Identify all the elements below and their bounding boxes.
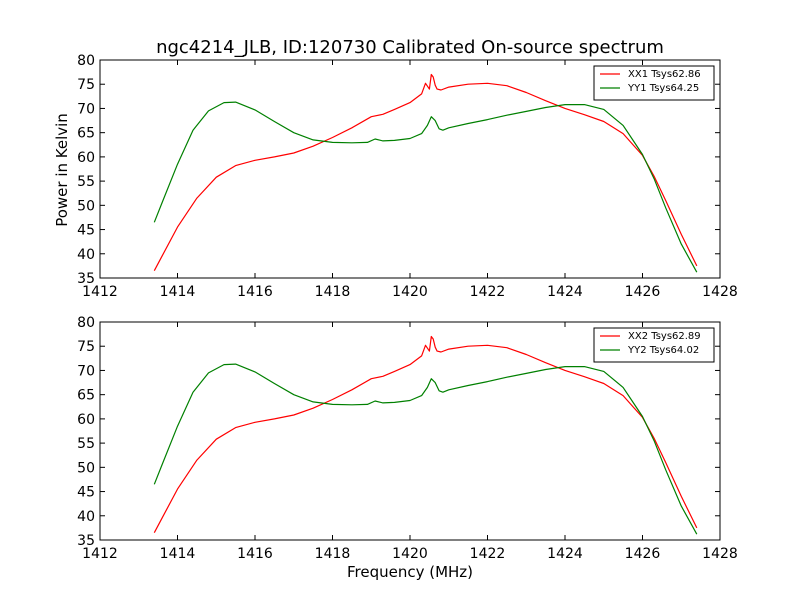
y-tick-label: 60 — [77, 412, 95, 428]
x-tick-label: 1420 — [392, 284, 428, 300]
x-tick-label: 1422 — [470, 546, 506, 562]
plots-group: 1412 1414 1416 1418 1420 1422 1424 1426 1428 35 40… — [77, 53, 738, 562]
y-tick-label: 55 — [77, 436, 95, 452]
x-tick-label: 1418 — [315, 546, 351, 562]
y-tick-label: 80 — [77, 53, 95, 69]
y-tick-label: 65 — [77, 388, 95, 404]
x-tick-label: 1412 — [82, 546, 118, 562]
x-tick-label: 1428 — [702, 546, 738, 562]
x-tick-label: 1414 — [160, 546, 196, 562]
y-tick-label: 50 — [77, 460, 95, 476]
x-tick-label: 1424 — [547, 546, 583, 562]
legend-box — [593, 327, 715, 363]
y-tick-label: 70 — [77, 101, 95, 117]
legend-box — [593, 65, 715, 101]
x-tick-label: 1422 — [470, 284, 506, 300]
figure-title: ngc4214_JLB, ID:120730 Calibrated On-sou… — [156, 37, 664, 58]
x-tick-label: 1424 — [547, 284, 583, 300]
y-tick-label: 60 — [77, 150, 95, 166]
x-tick-label: 1412 — [82, 284, 118, 300]
plot-panel-1: 1412 1414 1416 1418 1420 1422 1424 1426 1428 35 40… — [77, 53, 738, 300]
y-tick-label: 45 — [77, 485, 95, 501]
plot-panel-2: 1412 1414 1416 1418 1420 1422 1424 1426 1428 35 40… — [77, 315, 738, 562]
x-axis-title: Frequency (MHz) — [347, 563, 473, 581]
legend: XX1 Tsys62.86 YY1 Tsys64.25 — [593, 65, 715, 101]
x-tick-label: 1420 — [392, 546, 428, 562]
series-line-xx-2 — [153, 335, 698, 533]
legend-entry: YY2 Tsys64.02 — [627, 345, 699, 356]
series-line-yy-2 — [153, 363, 698, 535]
x-tick-label: 1428 — [702, 284, 738, 300]
series-line-xx-1 — [153, 73, 698, 271]
y-axis-title: Power in Kelvin — [53, 113, 71, 227]
y-tick-label: 40 — [77, 247, 95, 263]
y-tick-label: 55 — [77, 174, 95, 190]
y-tick-label: 75 — [77, 339, 95, 355]
y-tick-label: 50 — [77, 198, 95, 214]
y-tick-label: 65 — [77, 126, 95, 142]
y-tick-label: 80 — [77, 315, 95, 331]
legend: XX2 Tsys62.89 YY2 Tsys64.02 — [593, 327, 715, 363]
y-tick-label: 35 — [77, 271, 95, 287]
y-tick-label: 35 — [77, 533, 95, 549]
series-line-yy-1 — [153, 101, 698, 273]
x-tick-label: 1416 — [237, 284, 273, 300]
x-tick-label: 1426 — [625, 284, 661, 300]
y-tick-label: 70 — [77, 363, 95, 379]
x-tick-label: 1426 — [625, 546, 661, 562]
legend-entry: YY1 Tsys64.25 — [627, 83, 699, 94]
y-tick-label: 75 — [77, 77, 95, 93]
legend-entry: XX1 Tsys62.86 — [628, 69, 701, 80]
y-tick-label: 45 — [77, 223, 95, 239]
x-tick-label: 1416 — [237, 546, 273, 562]
legend-entry: XX2 Tsys62.89 — [628, 331, 701, 342]
y-tick-label: 40 — [77, 509, 95, 525]
x-tick-label: 1418 — [315, 284, 351, 300]
x-tick-label: 1414 — [160, 284, 196, 300]
